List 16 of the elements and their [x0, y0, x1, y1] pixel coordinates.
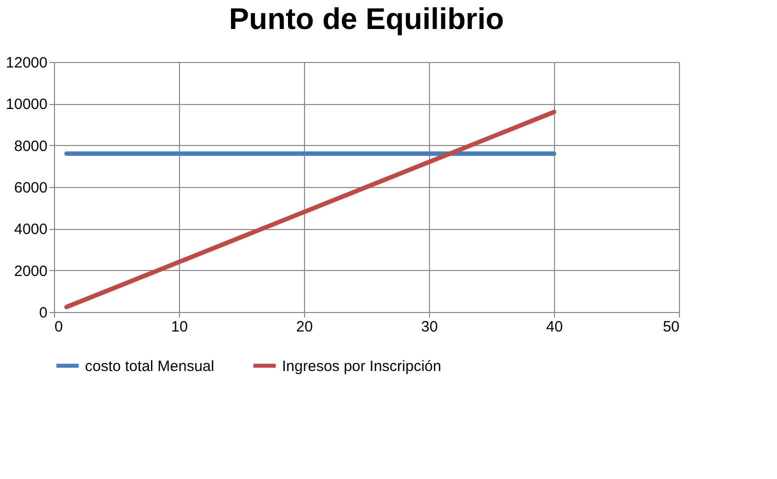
- x-tick-label: 30: [421, 318, 438, 336]
- legend-label: Ingresos por Inscripción: [282, 358, 442, 375]
- x-tick-label: 20: [296, 318, 313, 336]
- x-tick-label: 0: [54, 318, 63, 336]
- y-tick-label: 10000: [6, 96, 48, 114]
- y-tick-label: 8000: [14, 138, 48, 155]
- chart-title: Punto de Equilibrio: [229, 3, 504, 36]
- y-tick-label: 12000: [6, 54, 48, 72]
- legend-label: costo total Mensual: [85, 358, 214, 375]
- y-tick-label: 6000: [14, 180, 48, 196]
- y-tick-label: 4000: [14, 221, 48, 238]
- y-tick-label: 2000: [14, 262, 48, 280]
- y-tick-label: 0: [39, 304, 48, 322]
- x-tick-label: 10: [171, 318, 188, 336]
- x-tick-label: 40: [546, 318, 563, 336]
- x-tick-label: 50: [662, 318, 680, 336]
